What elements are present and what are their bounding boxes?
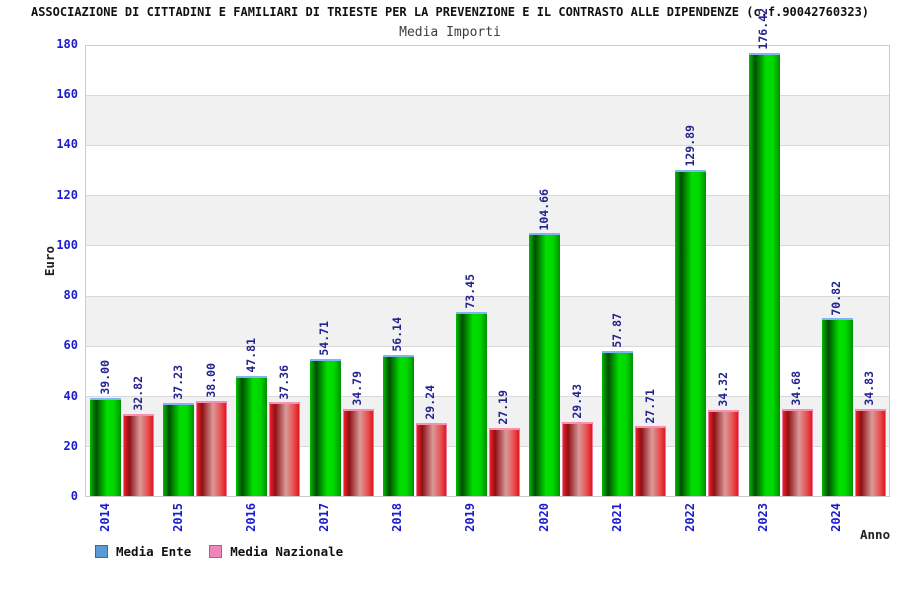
x-tick-label-2021: 2021	[609, 503, 624, 532]
x-tick-label-2019: 2019	[463, 503, 478, 532]
bar-group-2024: 70.82 34.83	[818, 46, 891, 496]
value-label: 34.32	[715, 372, 730, 407]
value-label: 29.24	[423, 384, 438, 420]
value-label: 34.79	[350, 371, 365, 406]
value-label: 37.36	[276, 364, 291, 400]
x-tick-label-2017: 2017	[317, 503, 332, 532]
y-tick-label: 40	[63, 388, 78, 403]
y-tick-label: 120	[56, 187, 78, 202]
bar-group-2021: 57.87 27.71	[598, 46, 671, 496]
legend-item-media-nazionale: Media Nazionale	[209, 544, 343, 559]
value-label: 38.00	[203, 362, 218, 398]
bar-media-nazionale-2024	[854, 408, 886, 496]
y-tick-label: 60	[63, 338, 78, 353]
value-label: 54.71	[317, 321, 332, 356]
y-tick-label: 140	[56, 137, 78, 152]
bar-media-ente-2018	[382, 355, 414, 496]
value-label: 56.14	[390, 317, 405, 353]
bar-group-2017: 54.71 34.79	[306, 46, 379, 496]
bar-media-nazionale-2016	[269, 402, 301, 496]
y-tick-label: 80	[63, 288, 78, 303]
y-tick-label: 160	[56, 87, 78, 102]
legend-item-media-ente: Media Ente	[95, 544, 191, 559]
chart-title: ASSOCIAZIONE DI CITTADINI E FAMILIARI DI…	[30, 5, 870, 19]
bar-media-ente-2015	[163, 402, 195, 496]
x-tick-label-2016: 2016	[243, 503, 258, 532]
bar-group-2015: 37.23 38.00	[159, 46, 232, 496]
bar-media-ente-2017	[309, 358, 341, 496]
bar-media-ente-2014	[90, 398, 121, 496]
x-tick-label-2022: 2022	[682, 503, 697, 532]
x-tick-label-2023: 2023	[756, 503, 771, 532]
legend-swatch-icon	[95, 545, 108, 558]
legend-label: Media Nazionale	[230, 544, 344, 559]
legend-label: Media Ente	[116, 544, 192, 559]
legend: Media Ente Media Nazionale	[95, 544, 343, 559]
x-tick-label-2020: 2020	[536, 503, 551, 532]
value-label: 32.82	[130, 375, 145, 411]
bar-media-nazionale-2023	[781, 408, 813, 496]
bar-group-2020: 104.66 29.43	[525, 46, 598, 496]
bar-media-nazionale-2015	[196, 400, 228, 496]
bar-group-2019: 73.45 27.19	[452, 46, 525, 496]
y-axis-title: Euro	[42, 246, 57, 277]
value-label: 29.43	[569, 384, 584, 420]
bar-group-2016: 47.81 37.36	[232, 46, 305, 496]
bar-group-2018: 56.14 29.24	[379, 46, 452, 496]
chart-subtitle: Media Importi	[399, 25, 501, 40]
value-label: 73.45	[463, 273, 478, 309]
plot-area: 39.00 32.82 37.23 38.00 47.81 37.36 54.71 34.79…	[85, 8, 891, 497]
bar-group-2014: 39.00 32.82	[86, 46, 159, 496]
value-label: 104.66	[536, 188, 551, 231]
bar-media-ente-2022	[675, 169, 707, 496]
value-label: 70.82	[829, 280, 844, 316]
bar-group-2023: 176.42 34.68	[745, 8, 818, 496]
value-label: 37.23	[170, 364, 185, 400]
value-label: 39.00	[97, 360, 112, 396]
legend-swatch-icon	[209, 545, 223, 558]
value-label: 34.83	[862, 370, 877, 406]
bar-media-nazionale-2022	[708, 409, 740, 496]
y-tick-label: 180	[56, 37, 78, 51]
value-label: 57.87	[609, 313, 624, 348]
value-label: 27.71	[642, 388, 657, 424]
x-tick-label-2015: 2015	[170, 503, 185, 532]
bar-media-nazionale-2020	[562, 422, 594, 496]
bar-media-nazionale-2021	[635, 426, 667, 496]
y-tick-label: 100	[56, 237, 78, 252]
y-axis-ticks: 180 160 140 120 100 80 60 40 20 0	[0, 37, 78, 503]
y-tick-label: 20	[63, 438, 78, 453]
bar-media-nazionale-2018	[415, 422, 447, 496]
bar-media-ente-2021	[602, 350, 634, 496]
value-label: 27.19	[496, 390, 511, 425]
bar-media-ente-2023	[748, 53, 780, 496]
bar-media-ente-2024	[821, 318, 853, 496]
y-tick-label: 0	[70, 489, 78, 503]
x-axis-title: Anno	[860, 527, 891, 542]
bars-layer: 39.00 32.82 37.23 38.00 47.81 37.36 54.71 34.79…	[86, 8, 891, 496]
value-label: 47.81	[243, 338, 258, 373]
bar-media-nazionale-2019	[488, 427, 520, 496]
bar-media-ente-2016	[236, 375, 268, 496]
x-tick-label-2014: 2014	[97, 503, 112, 532]
value-label: 176.42	[756, 8, 771, 50]
x-axis-ticks: 2014 2015 2016 2017 2018 2019 2020 2021 2022 2023…	[85, 503, 890, 545]
value-label: 34.68	[789, 371, 804, 406]
bar-group-2022: 129.89 34.32	[671, 46, 744, 496]
bar-media-ente-2019	[455, 311, 487, 496]
x-tick-label-2018: 2018	[390, 503, 405, 532]
value-label: 129.89	[682, 125, 697, 167]
bar-media-nazionale-2017	[342, 408, 374, 496]
x-tick-label-2024: 2024	[829, 503, 844, 532]
bar-media-nazionale-2014	[123, 413, 154, 496]
bar-media-ente-2020	[529, 233, 561, 496]
